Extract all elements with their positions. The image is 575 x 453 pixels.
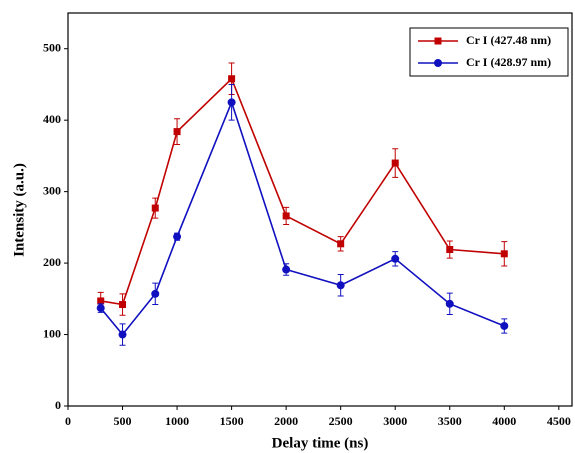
data-point: [446, 246, 454, 254]
data-point: [173, 232, 182, 241]
data-point: [173, 128, 181, 136]
data-point: [151, 204, 159, 212]
x-tick-label: 1000: [165, 414, 189, 428]
data-point: [96, 304, 105, 313]
data-point: [282, 212, 290, 220]
legend-label: Cr I (427.48 nm): [466, 33, 551, 47]
data-point: [151, 289, 160, 298]
y-axis-label: Intensity (a.u.): [11, 163, 27, 257]
x-tick-label: 2000: [274, 414, 298, 428]
legend-marker: [434, 59, 442, 67]
series-line: [100, 77, 505, 306]
data-point: [445, 299, 454, 308]
data-point: [97, 297, 105, 305]
y-tick-label: 500: [43, 40, 61, 54]
data-point: [337, 240, 345, 248]
y-tick-label: 100: [43, 326, 61, 340]
data-point: [500, 321, 509, 330]
data-point: [119, 301, 127, 309]
x-tick-label: 3000: [383, 414, 407, 428]
x-tick-label: 2500: [329, 414, 353, 428]
data-point: [227, 98, 236, 107]
y-tick-label: 200: [43, 255, 61, 269]
x-tick-label: 3500: [438, 414, 462, 428]
x-tick-label: 1500: [220, 414, 244, 428]
data-point: [391, 254, 400, 263]
data-point: [228, 75, 236, 83]
legend-box: [409, 27, 569, 77]
y-tick-label: 300: [43, 183, 61, 197]
data-point: [118, 330, 127, 339]
x-tick-label: 4500: [547, 414, 571, 428]
x-tick-label: 0: [65, 414, 71, 428]
y-tick-label: 400: [43, 112, 61, 126]
data-point: [282, 265, 291, 274]
data-point: [500, 250, 508, 258]
legend-label: Cr I (428.97 nm): [466, 55, 551, 69]
series-line: [100, 99, 505, 336]
y-tick-label: 0: [55, 398, 61, 412]
legend-marker: [434, 37, 442, 45]
x-axis-label: Delay time (ns): [272, 435, 369, 451]
plot-frame: [67, 12, 573, 407]
data-point: [391, 159, 399, 167]
x-tick-label: 500: [114, 414, 132, 428]
x-tick-label: 4000: [492, 414, 516, 428]
data-point: [336, 281, 345, 290]
